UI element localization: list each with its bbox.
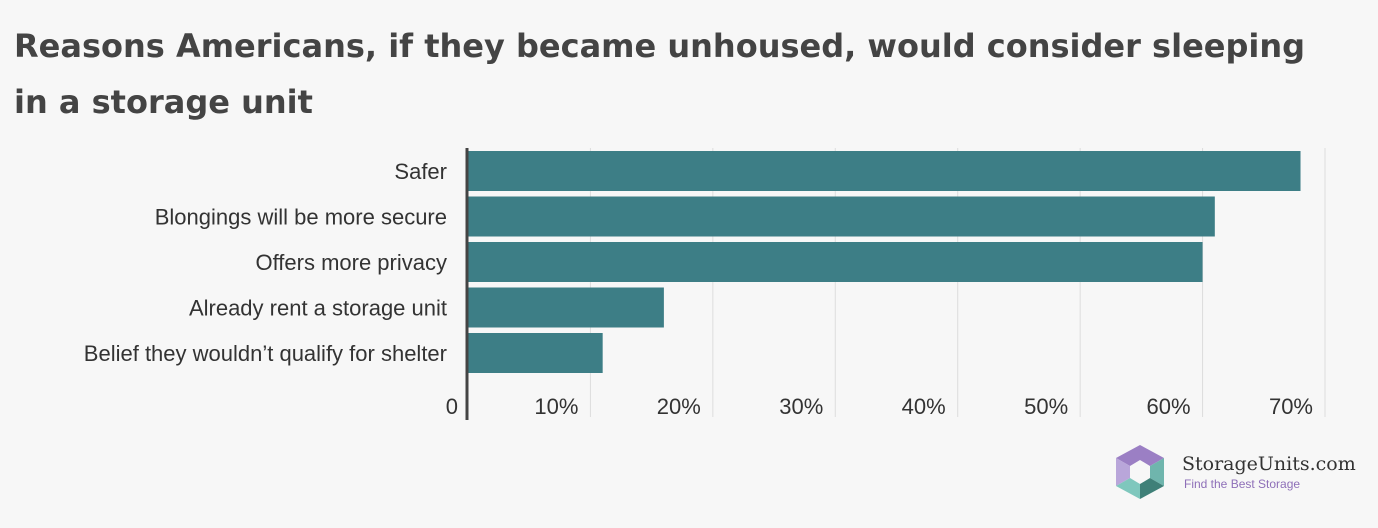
x-tick-label: 50% xyxy=(1024,394,1068,419)
x-tick-labels: 0 10% 20% 30% 40% 50% 60% 70% xyxy=(446,394,1313,419)
category-label: Blongings will be more secure xyxy=(155,205,447,230)
bar xyxy=(468,242,1203,282)
category-label: Belief they wouldn’t qualify for shelter xyxy=(84,341,447,366)
bars xyxy=(468,151,1301,373)
x-tick-label: 70% xyxy=(1269,394,1313,419)
x-tick-label: 40% xyxy=(902,394,946,419)
storageunits-logo: StorageUnits.com Find the Best Storage xyxy=(1114,443,1356,503)
x-tick-label: 10% xyxy=(534,394,578,419)
bar xyxy=(468,196,1215,237)
category-label: Offers more privacy xyxy=(255,250,447,275)
category-label: Safer xyxy=(394,159,447,184)
hexagon-logo-icon xyxy=(1116,445,1164,499)
bar xyxy=(468,151,1301,191)
gridlines xyxy=(589,148,1326,417)
chart-title: Reasons Americans, if they became unhous… xyxy=(14,27,1306,121)
logo-name: StorageUnits.com xyxy=(1182,453,1356,475)
x-tick-label: 20% xyxy=(657,394,701,419)
category-label: Already rent a storage unit xyxy=(189,296,447,321)
bar xyxy=(468,287,664,328)
bar xyxy=(468,333,603,373)
logo-tagline: Find the Best Storage xyxy=(1184,477,1301,491)
x-tick-label: 30% xyxy=(779,394,823,419)
category-labels: Safer Blongings will be more secure Offers… xyxy=(84,159,447,366)
x-tick-label: 60% xyxy=(1147,394,1191,419)
x-tick-label: 0 xyxy=(446,394,458,419)
